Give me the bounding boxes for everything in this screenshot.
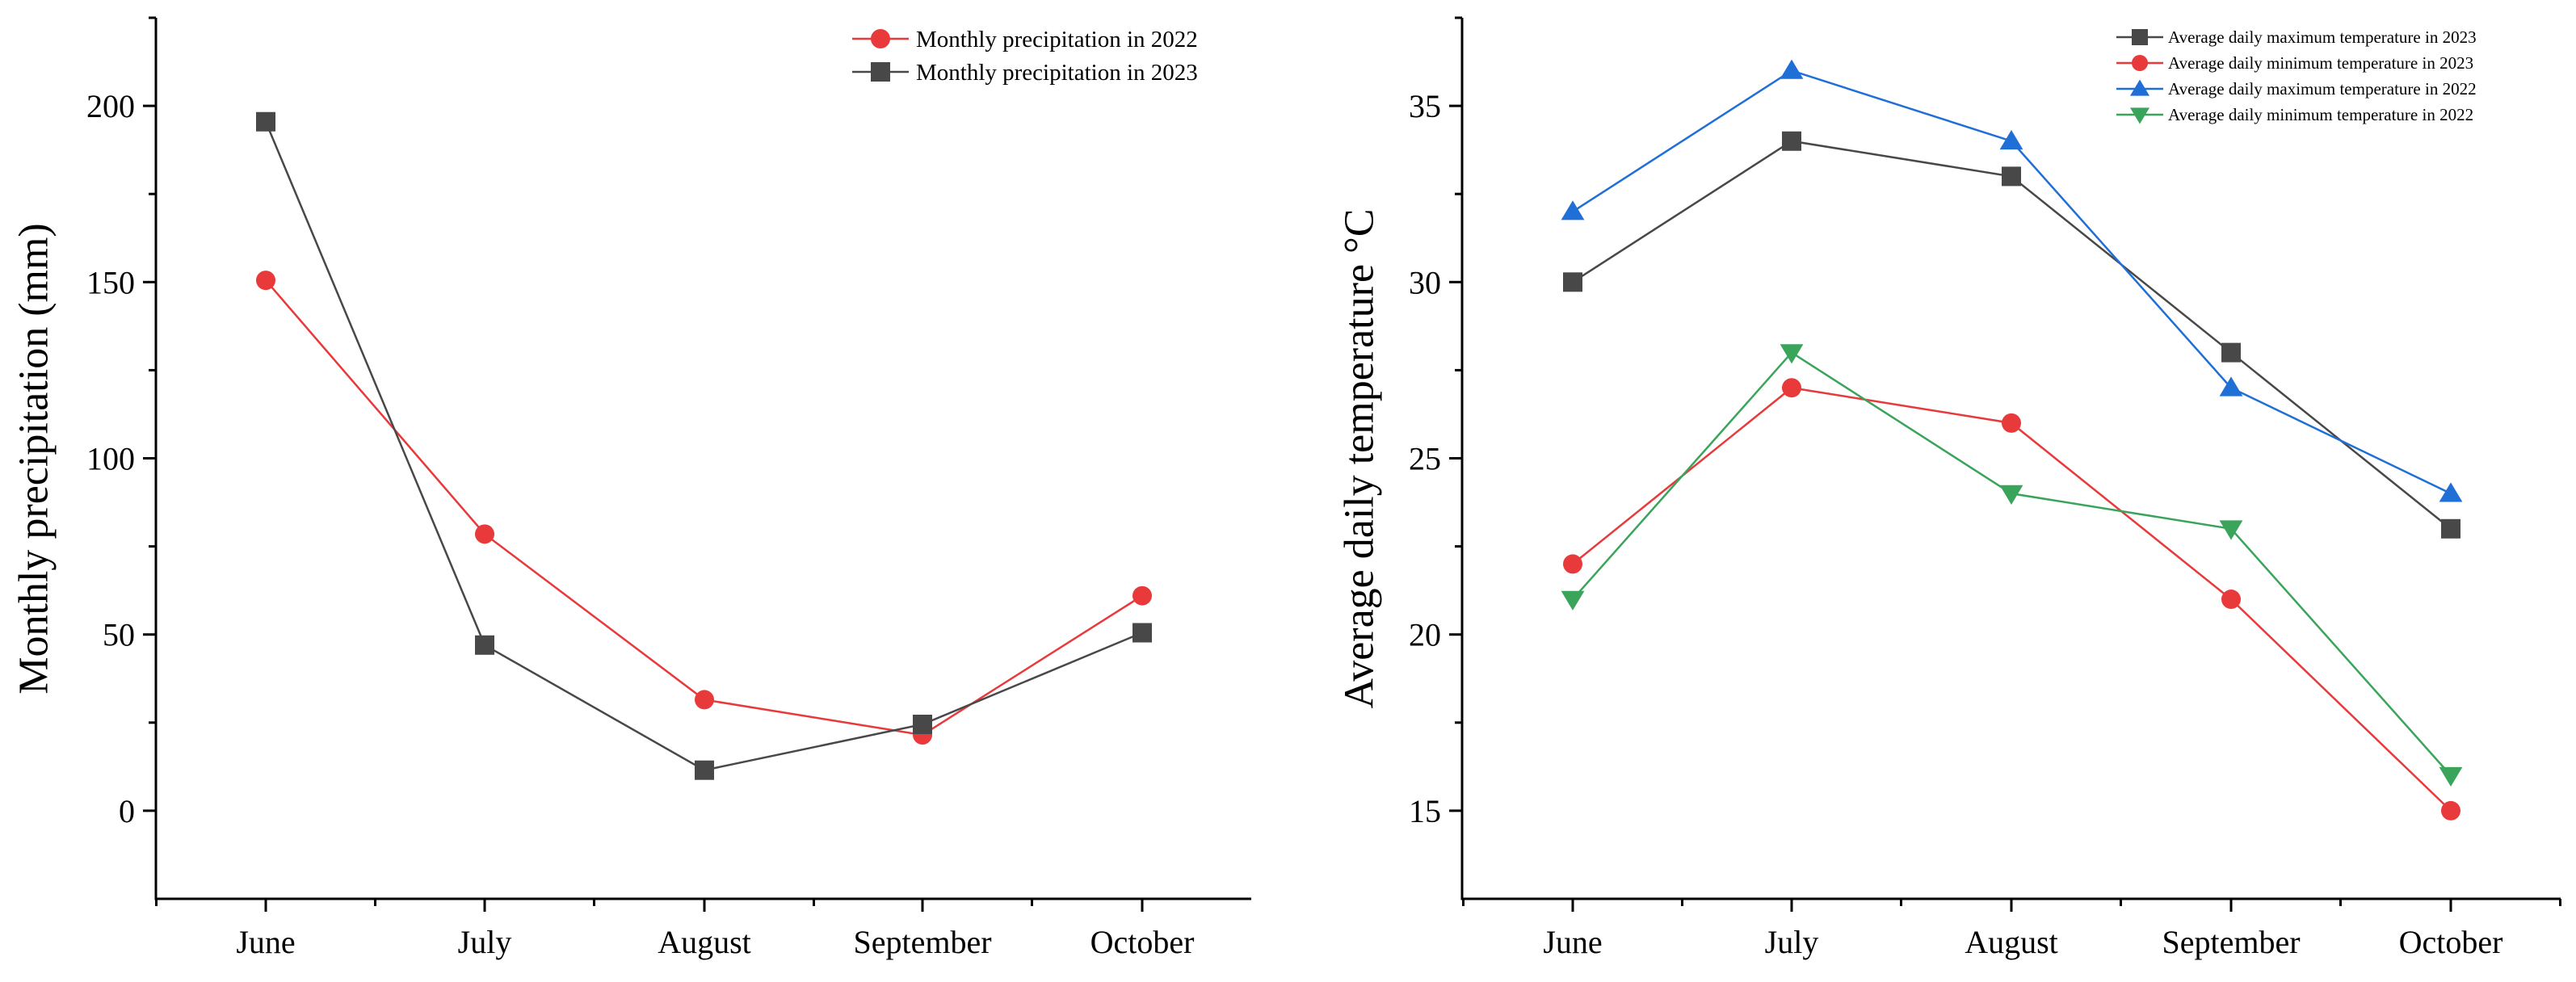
data-point xyxy=(695,690,714,710)
data-point xyxy=(2221,342,2241,363)
y-axis-title: Average daily temperature °C xyxy=(1337,209,1383,709)
data-point xyxy=(1780,59,1804,79)
data-point xyxy=(256,111,275,132)
data-point xyxy=(1782,378,1801,398)
series-line xyxy=(264,121,1143,772)
x-tick-label: June xyxy=(1543,924,1602,960)
x-tick-label: July xyxy=(1765,924,1819,960)
series-1 xyxy=(256,271,1152,745)
data-point xyxy=(1780,344,1804,364)
series-2 xyxy=(256,111,1152,780)
x-tick-label: August xyxy=(1965,924,2058,960)
y-tick-label: 0 xyxy=(119,793,135,829)
series-2 xyxy=(1563,378,2460,820)
data-point xyxy=(2002,166,2021,187)
x-tick-label: June xyxy=(236,924,295,960)
series-4 xyxy=(1561,344,2463,787)
legend-label: Monthly precipitation in 2023 xyxy=(916,60,1198,86)
data-point xyxy=(1133,623,1152,643)
legend-item: Monthly precipitation in 2022 xyxy=(852,27,1198,52)
legend-label: Average daily minimum temperature in 202… xyxy=(2168,105,2473,124)
legend-marker xyxy=(2130,107,2149,124)
chart-panel-1: 0 50 100 150 200 June July August September Octob… xyxy=(11,16,1251,960)
data-point xyxy=(1561,590,1585,611)
legend-marker xyxy=(2132,55,2148,71)
legend-label: Monthly precipitation in 2022 xyxy=(916,27,1198,52)
data-point xyxy=(1563,272,1582,292)
y-tick-label: 20 xyxy=(1409,617,1441,653)
x-tick-label: July xyxy=(458,924,512,960)
x-tick-label: October xyxy=(1090,924,1195,960)
legend-item: Monthly precipitation in 2023 xyxy=(852,60,1198,86)
data-point xyxy=(2441,518,2460,539)
series-line xyxy=(265,279,1143,736)
legend-item: Average daily minimum temperature in 202… xyxy=(2116,105,2473,124)
data-point xyxy=(1782,131,1801,151)
chart-panel-2: 15 20 25 30 35 June July August September October… xyxy=(1337,16,2561,960)
legend-label: Average daily minimum temperature in 202… xyxy=(2168,53,2473,73)
legend: Average daily maximum temperature in 202… xyxy=(2116,27,2477,124)
y-axis-title: Monthly precipitation (mm) xyxy=(11,223,57,694)
data-point xyxy=(1999,129,2023,150)
legend-item: Average daily maximum temperature in 202… xyxy=(2116,27,2477,47)
y-tick-label: 100 xyxy=(86,441,135,477)
data-point xyxy=(2221,590,2241,610)
data-point xyxy=(1133,585,1152,606)
data-point xyxy=(695,760,714,780)
legend-marker xyxy=(871,29,890,48)
data-point xyxy=(1999,485,2023,505)
data-point xyxy=(475,524,494,544)
series-1 xyxy=(1563,131,2460,539)
x-tick-label: August xyxy=(658,924,751,960)
data-point xyxy=(2219,520,2243,540)
x-tick-label: October xyxy=(2399,924,2503,960)
y-tick-label: 50 xyxy=(103,617,135,653)
y-tick-label: 25 xyxy=(1409,441,1441,477)
legend: Monthly precipitation in 2022 Monthly pre… xyxy=(852,27,1198,86)
legend-marker xyxy=(2130,79,2149,96)
data-point xyxy=(1563,554,1582,574)
x-tick-label: September xyxy=(2162,924,2300,960)
y-tick-label: 30 xyxy=(1409,264,1441,300)
legend-item: Average daily maximum temperature in 202… xyxy=(2116,79,2477,99)
data-point xyxy=(2219,376,2243,397)
x-tick-label: September xyxy=(853,924,991,960)
data-point xyxy=(2441,800,2460,820)
data-point xyxy=(2439,766,2463,787)
series-line xyxy=(1572,140,2452,530)
data-point xyxy=(1561,200,1585,220)
y-tick-label: 15 xyxy=(1409,793,1441,829)
data-point xyxy=(475,635,494,655)
series-3 xyxy=(1561,59,2463,502)
legend-label: Average daily maximum temperature in 202… xyxy=(2168,27,2477,47)
y-tick-label: 150 xyxy=(86,264,135,300)
legend-marker xyxy=(871,62,890,82)
data-point xyxy=(913,714,932,734)
data-point xyxy=(256,271,275,291)
legend-label: Average daily maximum temperature in 202… xyxy=(2168,79,2477,99)
y-tick-label: 200 xyxy=(86,88,135,124)
legend-item: Average daily minimum temperature in 202… xyxy=(2116,53,2473,73)
data-point xyxy=(2002,413,2021,433)
data-point xyxy=(2439,482,2463,502)
y-tick-label: 35 xyxy=(1409,88,1441,124)
legend-marker xyxy=(2132,29,2148,45)
